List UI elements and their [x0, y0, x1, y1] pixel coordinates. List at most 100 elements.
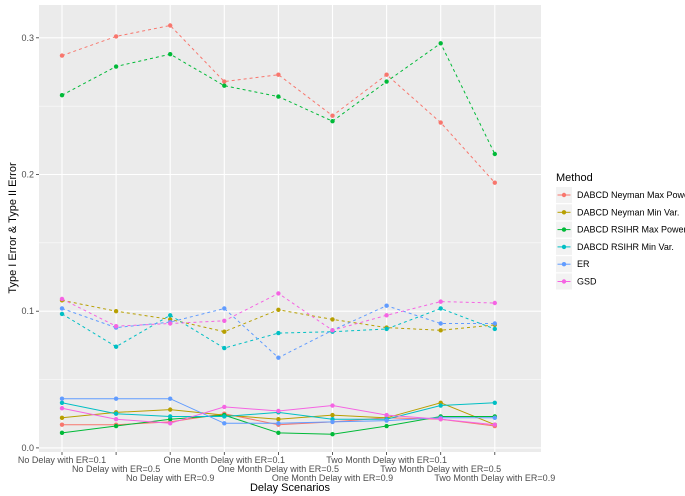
data-point: [493, 422, 497, 426]
data-point: [276, 94, 280, 98]
data-point: [168, 23, 172, 27]
data-point: [330, 403, 334, 407]
y-axis: 0.0 0.1 0.2 0.3: [21, 33, 39, 453]
data-point: [60, 422, 64, 426]
data-point: [330, 420, 334, 424]
data-point: [60, 396, 64, 400]
data-point: [439, 403, 443, 407]
legend-label: DABCD Neyman Min Var.: [577, 207, 679, 217]
data-point: [384, 304, 388, 308]
data-point: [439, 41, 443, 45]
data-point: [493, 327, 497, 331]
data-point: [439, 299, 443, 303]
x-tick-label: No Delay with ER=0.9: [126, 473, 214, 483]
data-point: [114, 345, 118, 349]
data-point: [60, 53, 64, 57]
y-tick-label: 0.0: [21, 443, 34, 453]
data-point: [222, 306, 226, 310]
data-point: [493, 301, 497, 305]
data-point: [168, 313, 172, 317]
data-point: [168, 396, 172, 400]
data-point: [276, 73, 280, 77]
data-point: [384, 413, 388, 417]
legend-key-point: [562, 227, 566, 231]
data-point: [384, 73, 388, 77]
data-point: [330, 114, 334, 118]
legend-label: DABCD Neyman Max Power: [577, 190, 685, 200]
data-point: [330, 317, 334, 321]
data-point: [384, 313, 388, 317]
data-point: [330, 119, 334, 123]
data-point: [276, 291, 280, 295]
panel-background: [39, 5, 541, 452]
legend-key-point: [562, 245, 566, 249]
legend-label: GSD: [577, 277, 597, 287]
x-tick-label: Two Month Delay with ER=0.9: [434, 473, 555, 483]
y-tick-label: 0.1: [21, 306, 34, 316]
data-point: [114, 34, 118, 38]
data-point: [222, 414, 226, 418]
data-point: [114, 64, 118, 68]
data-point: [168, 414, 172, 418]
y-axis-title: Type I Error & Type II Error: [7, 162, 19, 294]
data-point: [493, 401, 497, 405]
data-point: [222, 346, 226, 350]
legend: Method DABCD Neyman Max Power DABCD Neyma…: [556, 172, 685, 290]
legend-title: Method: [556, 172, 593, 184]
y-tick-label: 0.3: [21, 33, 34, 43]
data-point: [168, 421, 172, 425]
data-point: [439, 120, 443, 124]
legend-label: ER: [577, 259, 590, 269]
data-point: [493, 181, 497, 185]
data-point: [168, 321, 172, 325]
data-point: [276, 431, 280, 435]
y-tick-label: 0.2: [21, 170, 34, 180]
data-point: [60, 93, 64, 97]
data-point: [330, 432, 334, 436]
x-axis-title: Delay Scenarios: [250, 482, 331, 494]
data-point: [439, 321, 443, 325]
data-point: [384, 79, 388, 83]
data-point: [493, 321, 497, 325]
data-point: [60, 306, 64, 310]
data-point: [439, 306, 443, 310]
data-point: [276, 331, 280, 335]
legend-key-point: [562, 193, 566, 197]
data-point: [330, 413, 334, 417]
data-point: [384, 418, 388, 422]
data-point: [493, 152, 497, 156]
data-point: [60, 406, 64, 410]
data-point: [222, 405, 226, 409]
legend-label: DABCD RSIHR Max Power: [577, 225, 685, 235]
data-point: [276, 421, 280, 425]
data-point: [384, 327, 388, 331]
data-point: [276, 409, 280, 413]
data-point: [114, 412, 118, 416]
data-point: [276, 355, 280, 359]
data-point: [60, 431, 64, 435]
data-point: [222, 330, 226, 334]
data-point: [222, 79, 226, 83]
data-point: [439, 417, 443, 421]
legend-label: DABCD RSIHR Min Var.: [577, 242, 674, 252]
legend-key-point: [562, 210, 566, 214]
data-point: [276, 308, 280, 312]
data-point: [439, 328, 443, 332]
data-point: [222, 319, 226, 323]
data-point: [222, 83, 226, 87]
data-point: [168, 52, 172, 56]
data-point: [114, 417, 118, 421]
data-point: [60, 312, 64, 316]
data-point: [276, 417, 280, 421]
data-point: [330, 328, 334, 332]
data-point: [114, 309, 118, 313]
data-point: [60, 416, 64, 420]
x-axis: No Delay with ER=0.1No Delay with ER=0.5…: [18, 452, 555, 483]
data-point: [222, 421, 226, 425]
data-point: [114, 396, 118, 400]
data-point: [384, 424, 388, 428]
data-point: [168, 407, 172, 411]
data-point: [114, 424, 118, 428]
data-point: [493, 416, 497, 420]
